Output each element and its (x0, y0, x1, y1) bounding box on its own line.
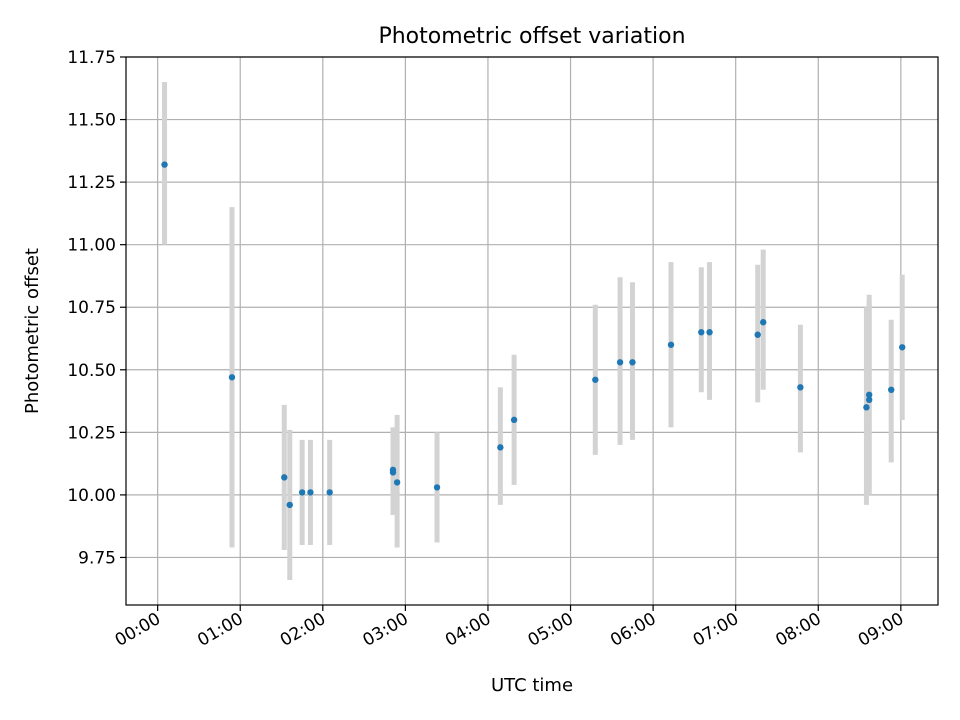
data-point (797, 384, 804, 391)
data-point (760, 319, 767, 326)
data-point (899, 344, 906, 351)
y-ticks: 9.75 10.00 10.25 10.50 10.75 11.00 11.25 11.50 1… (67, 48, 126, 568)
data-point (863, 404, 870, 411)
x-axis-label: UTC time (491, 675, 573, 696)
data-point (865, 391, 873, 399)
data-point (389, 469, 397, 476)
data-point (497, 444, 504, 451)
x-tick-label: 08:00 (772, 609, 824, 651)
y-tick-label: 11.50 (67, 111, 116, 131)
y-tick-label: 11.75 (67, 48, 116, 68)
error-bars (162, 82, 905, 580)
x-tick-label: 00:00 (112, 609, 164, 651)
y-tick-label: 10.50 (67, 361, 116, 381)
y-tick-label: 10.25 (67, 423, 116, 443)
data-point (433, 484, 441, 491)
x-ticks: 00:00 01:00 02:00 03:00 04:00 05:00 06:00 07:00… (112, 605, 907, 651)
y-tick-label: 11.25 (67, 173, 116, 193)
data-point (393, 479, 401, 486)
data-point (888, 386, 895, 394)
y-tick-label: 10.75 (67, 298, 116, 318)
data-point (161, 161, 168, 168)
data-point (307, 489, 314, 496)
x-tick-label: 09:00 (855, 609, 907, 651)
data-point (616, 359, 624, 366)
x-tick-label: 06:00 (607, 609, 659, 651)
chart-title: Photometric offset variation (378, 24, 685, 49)
x-tick-label: 03:00 (359, 609, 411, 651)
plot-frame (125, 56, 939, 606)
data-point (667, 341, 675, 348)
data-point (698, 329, 705, 336)
data-point (629, 359, 636, 366)
y-tick-label: 10.00 (67, 486, 116, 506)
data-point (754, 331, 761, 338)
data-point (298, 489, 306, 496)
data-point (228, 374, 236, 381)
data-point (281, 474, 288, 481)
data-point (706, 329, 713, 336)
x-tick-label: 07:00 (690, 609, 742, 651)
x-tick-label: 02:00 (277, 609, 329, 651)
data-point (865, 396, 873, 404)
y-axis-label: Photometric offset (22, 248, 43, 414)
data-point (592, 376, 599, 383)
x-tick-label: 04:00 (442, 609, 494, 651)
data-points (161, 161, 906, 509)
data-point (326, 489, 333, 496)
x-tick-label: 05:00 (525, 609, 577, 651)
y-tick-label: 9.75 (78, 548, 116, 568)
y-tick-label: 11.00 (67, 236, 116, 256)
data-point (286, 501, 293, 509)
x-tick-label: 01:00 (194, 609, 246, 651)
data-point (510, 416, 518, 424)
grid (126, 56, 938, 605)
